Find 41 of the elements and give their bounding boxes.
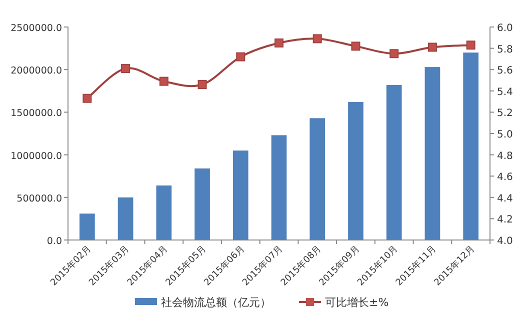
- y2-tick-label: 5.0: [497, 130, 513, 140]
- y2-tick-label: 4.8: [497, 150, 513, 162]
- point: [351, 42, 360, 51]
- y2-tick-label: 5.6: [497, 66, 513, 77]
- y2-tick-label: 4.4: [497, 193, 513, 204]
- y2-tick-label: 5.4: [497, 86, 513, 98]
- bar: [386, 84, 402, 240]
- point: [236, 52, 246, 62]
- y2-tick-label: 5.8: [497, 44, 513, 56]
- y2-tick-label: 4.0: [497, 236, 513, 247]
- bar: [271, 135, 287, 240]
- point: [428, 42, 437, 52]
- point: [121, 64, 130, 74]
- bar: [194, 168, 210, 240]
- point: [198, 80, 207, 90]
- y2-tick-label: 5.2: [497, 108, 513, 120]
- point: [312, 34, 322, 44]
- bar: [463, 52, 478, 240]
- y-tick-label: 500000.0: [16, 193, 62, 204]
- bar: [118, 197, 134, 240]
- y-tick-label: 2000000.0: [10, 66, 62, 77]
- y2-tick-label: 4.2: [497, 214, 513, 226]
- y-tick-label: 1500000.0: [10, 108, 62, 120]
- y-tick-label: 2500000.0: [10, 23, 62, 34]
- point: [390, 49, 399, 58]
- legend-label: 社会物流总额（亿元）: [161, 296, 271, 309]
- bar: [424, 67, 440, 240]
- point: [159, 76, 168, 86]
- point: [82, 94, 92, 103]
- bar: [232, 150, 248, 240]
- bar: [348, 102, 364, 240]
- bar: [156, 185, 172, 240]
- point: [466, 40, 476, 50]
- bar: [80, 214, 95, 240]
- y2-tick-label: 6.0: [497, 23, 513, 34]
- y-tick-label: 1000000.0: [10, 150, 62, 162]
- bar: [310, 118, 326, 240]
- y2-tick-label: 4.6: [497, 172, 513, 184]
- y-tick-label: 0.0: [46, 236, 62, 247]
- point: [274, 38, 284, 48]
- legend-label: 可比增长±%: [325, 296, 389, 309]
